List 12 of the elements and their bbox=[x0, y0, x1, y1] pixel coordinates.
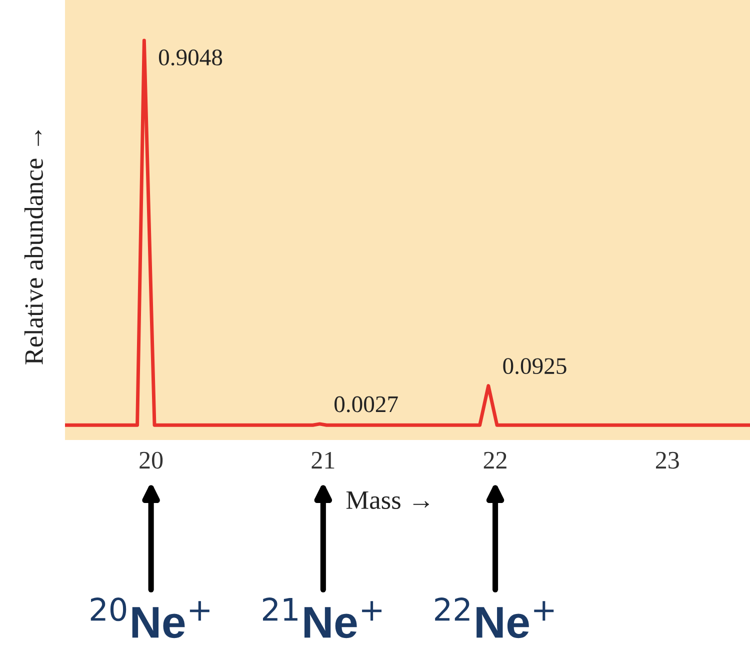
data-label: 0.9048 bbox=[158, 49, 222, 66]
y-axis-title: Relative abundance → bbox=[24, 130, 43, 364]
data-label: 0.0925 bbox=[503, 358, 566, 374]
text: $^{22}$Ne$^{+}$ bbox=[435, 598, 554, 638]
data-label: 0.0027 bbox=[334, 396, 398, 412]
x-tick-label: 20 bbox=[140, 452, 163, 469]
text: $^{20}$Ne$^{+}$ bbox=[90, 598, 210, 638]
x-tick-label: 23 bbox=[656, 452, 679, 469]
x-tick-label: 22 bbox=[484, 452, 506, 468]
x-axis-title: Mass → bbox=[346, 491, 429, 510]
text: $^{21}$Ne$^{+}$ bbox=[262, 598, 382, 638]
x-tick-label: 21 bbox=[312, 452, 334, 468]
